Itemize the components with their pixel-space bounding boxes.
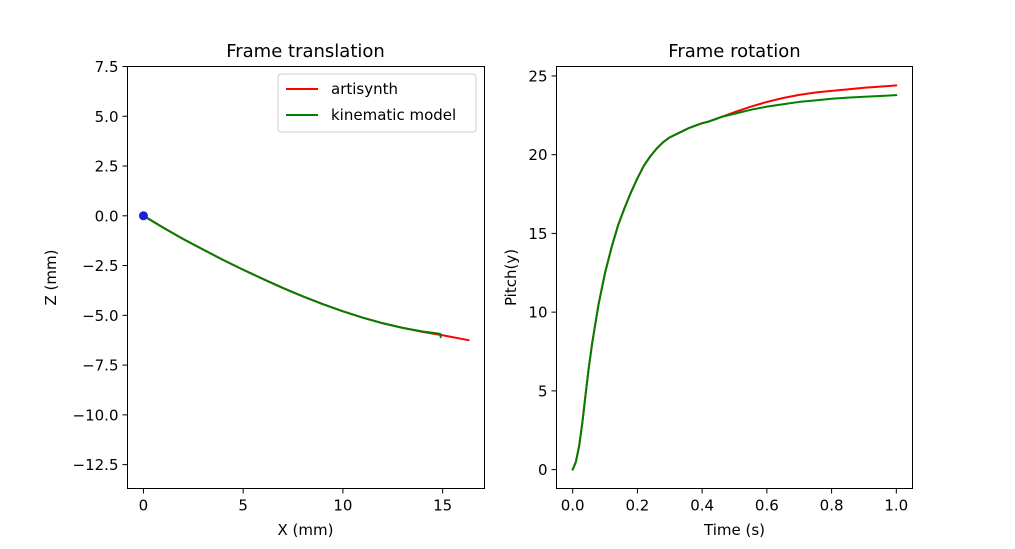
rotation-ytick-label: 25 [528,67,547,85]
legend-label-artisynth: artisynth [331,80,398,98]
rotation-ytick-label: 5 [538,382,548,400]
translation-ytick-label: −10.0 [73,406,119,424]
translation-series-line-kinematic-model [142,214,442,339]
rotation-title: Frame rotation [668,41,800,62]
translation-axes-frame [127,66,485,489]
translation-series-line-artisynth [142,214,470,342]
translation-xtick-label: 10 [333,497,352,515]
translation-ytick-label: 2.5 [95,158,119,176]
rotation-series-line-kinematic-model [571,94,898,471]
rotation-chart: Frame rotation Time (s) Pitch(y) 0.0 0.2 0… [502,41,913,539]
rotation-xtick-label: 0.6 [755,497,779,515]
rotation-xtick-label: 0.0 [561,497,585,515]
translation-xtick-label: 5 [238,497,248,515]
rotation-axes-frame [556,66,913,489]
translation-xlabel: X (mm) [278,521,334,539]
translation-chart: Frame translation X (mm) Z (mm) 0 5 10 15 7.… [42,41,485,539]
translation-ytick-label: 5.0 [95,108,119,126]
rotation-ytick-label: 10 [528,304,547,322]
translation-ytick-label: −2.5 [82,257,118,275]
rotation-xtick-label: 0.2 [625,497,649,515]
translation-plot-area: 0 5 10 15 7.5 5.0 2.5 0.0 −2.5 −5.0 −7.5 −10.0 −12.5 [73,58,470,515]
rotation-ytick-label: 0 [538,461,548,479]
rotation-ylabel: Pitch(y) [502,249,520,306]
legend-box [277,73,477,133]
translation-ytick-label: 0.0 [95,207,119,225]
rotation-ytick-label: 15 [528,225,547,243]
translation-ylabel: Z (mm) [42,250,60,306]
rotation-xtick-label: 1.0 [884,497,908,515]
translation-start-marker [138,211,148,221]
rotation-xtick-label: 0.4 [690,497,714,515]
rotation-ytick-label: 20 [528,146,547,164]
rotation-plot-area: 0.0 0.2 0.4 0.6 0.8 1.0 0 5 10 15 20 25 [528,67,908,514]
rotation-xtick-label: 0.8 [820,497,844,515]
translation-xtick-label: 15 [433,497,452,515]
rotation-xlabel: Time (s) [703,521,765,539]
translation-ytick-label: 7.5 [95,58,119,76]
translation-title: Frame translation [226,41,385,62]
translation-ytick-label: −12.5 [73,456,119,474]
legend-label-kinematic-model: kinematic model [331,106,456,124]
translation-legend: artisynth kinematic model [277,73,477,133]
translation-ytick-label: −5.0 [82,307,118,325]
translation-xtick-label: 0 [139,497,149,515]
translation-ytick-label: −7.5 [82,357,118,375]
rotation-series-line-artisynth [571,84,898,471]
